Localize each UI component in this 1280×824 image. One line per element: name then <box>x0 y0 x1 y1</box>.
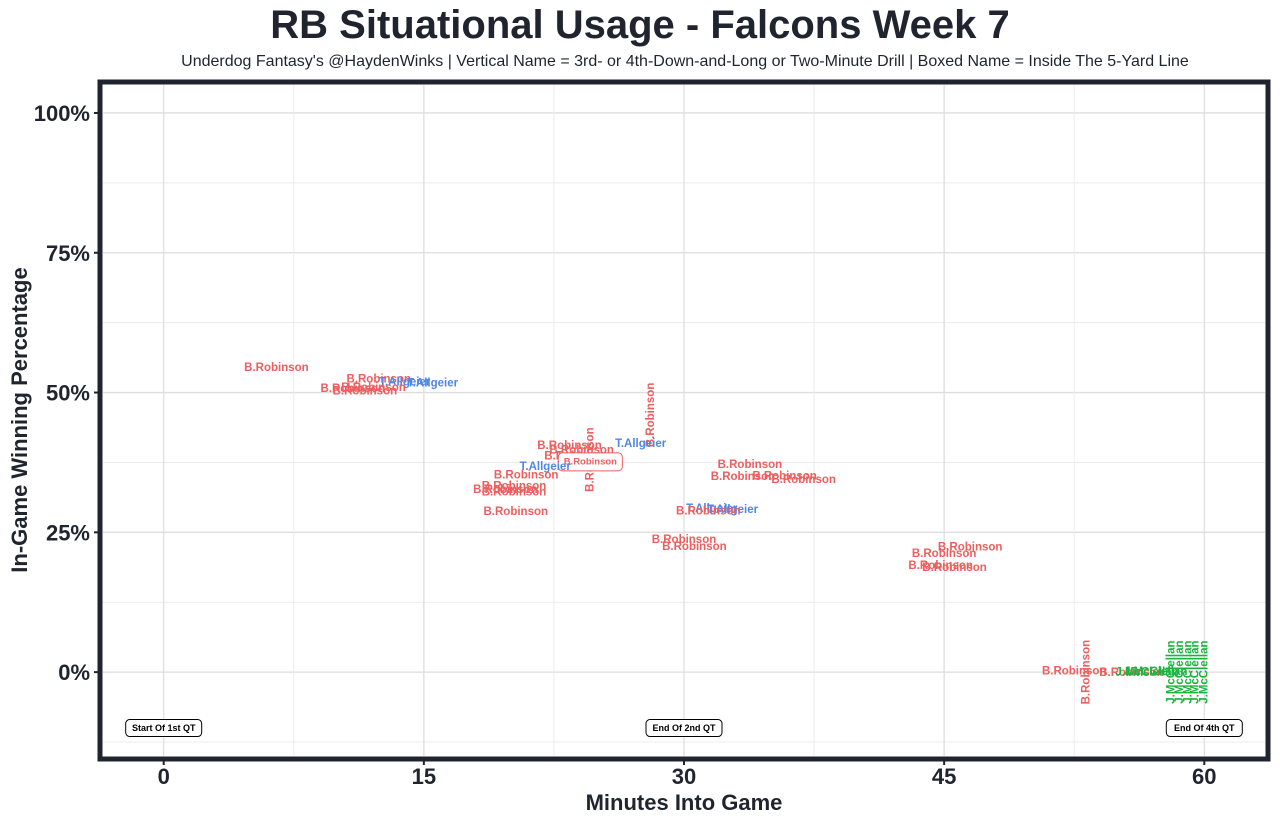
data-point-label: B.Robinson <box>662 541 727 553</box>
data-point-label: B.Robinson <box>320 383 385 395</box>
y-tick-label: 25% <box>46 520 90 545</box>
annotation-label: End Of 4th QT <box>1174 723 1235 733</box>
data-point-label: J.McClellan <box>1124 666 1187 678</box>
data-point-label: B.Robinson <box>333 385 398 397</box>
annotation-label: End Of 2nd QT <box>653 723 716 733</box>
data-point-label: T.Allgeier <box>686 503 738 515</box>
data-point-label: J.McClellan <box>1165 640 1177 703</box>
x-tick-label: 0 <box>158 764 170 789</box>
data-point-label: T.Allgeier <box>407 378 459 390</box>
annotation-box <box>1165 719 1243 738</box>
data-point-label: B.Robinson <box>771 474 836 486</box>
y-tick-label: 0% <box>58 660 90 685</box>
data-point-label: B.Robinson <box>718 459 783 471</box>
data-point-label: B.Robinson <box>1080 640 1092 705</box>
data-points: B.RobinsonB.RobinsonT.AllgeierT.Allgeier… <box>244 362 1210 704</box>
data-point-label: T.Allgeier <box>615 438 667 450</box>
data-point-label: B.Robinson <box>752 470 817 482</box>
data-point-label: B.Robinson <box>482 480 547 492</box>
data-point-label: B.Robinson <box>346 374 411 386</box>
data-point-boxed: B.Robinson <box>557 452 623 472</box>
data-point-label: B.Robinson <box>564 456 617 467</box>
data-point-label: B.Robinson <box>922 562 987 574</box>
annotation-box <box>645 719 723 738</box>
data-point-label: B.Robinson <box>938 541 1003 553</box>
data-point-label: B.Robinson <box>652 534 717 546</box>
x-axis-ticks: 0 15 30 45 60 <box>158 759 1217 789</box>
data-point-label: T.Allgeier <box>520 461 572 473</box>
data-point-label: B.Robinson <box>1042 666 1107 678</box>
data-point-box <box>557 452 623 472</box>
data-point-label: J.McClellan <box>1174 640 1186 703</box>
data-point-label: B.Robinson <box>908 560 973 572</box>
x-tick-label: 30 <box>672 764 696 789</box>
data-point-label: B.Robinson <box>494 469 559 481</box>
data-point-label: B.Robinson <box>537 440 602 452</box>
x-axis-label: Minutes Into Game <box>586 790 783 815</box>
y-tick-label: 50% <box>46 381 90 406</box>
data-point-label: B.Robinson <box>244 362 309 374</box>
annotation-box <box>125 719 203 738</box>
y-axis-label: In-Game Winning Percentage <box>7 267 32 572</box>
y-tick-label: 75% <box>46 241 90 266</box>
data-point-label: B.Robinson <box>1099 667 1164 679</box>
data-point-label: B.Robinson <box>341 382 406 394</box>
quarter-annotations: Start Of 1st QT End Of 2nd QT End Of 4th Q… <box>125 719 1243 738</box>
x-tick-label: 15 <box>412 764 436 789</box>
data-point-label: B.Robinson <box>711 471 776 483</box>
data-point-label: T.Allgeier <box>379 376 431 388</box>
data-point-label: J.McClellan <box>1115 667 1178 679</box>
y-axis-ticks: 0% 25% 50% 75% 100% <box>34 101 100 685</box>
chart-title: RB Situational Usage - Falcons Week 7 <box>270 3 1010 47</box>
data-point-label: B.Robinson <box>482 487 547 499</box>
chart-subtitle: Underdog Fantasy's @HaydenWinks | Vertic… <box>181 53 1189 70</box>
data-point-label: B.Robinson <box>473 484 538 496</box>
data-point-label: B.Robinson <box>484 506 549 518</box>
y-tick-label: 100% <box>34 101 90 126</box>
quarter-annotation: End Of 4th QT <box>1165 719 1243 738</box>
annotation-label: Start Of 1st QT <box>132 723 196 733</box>
data-point-label: B.Robinson <box>676 506 741 518</box>
data-point-label: B.Robinson <box>645 383 657 448</box>
x-tick-label: 60 <box>1192 764 1216 789</box>
quarter-annotation: End Of 2nd QT <box>645 719 723 738</box>
data-point-label: J.McClellan <box>1198 640 1210 703</box>
data-point-label: T.Allgeier <box>707 504 759 516</box>
x-tick-label: 45 <box>932 764 956 789</box>
data-point-label: J.McClellan <box>1183 640 1195 703</box>
data-point-label: J.McClellan <box>1190 640 1202 703</box>
quarter-annotation: Start Of 1st QT <box>125 719 203 738</box>
grid-lines <box>103 85 1265 756</box>
data-point-label: B.Robinson <box>912 548 977 560</box>
